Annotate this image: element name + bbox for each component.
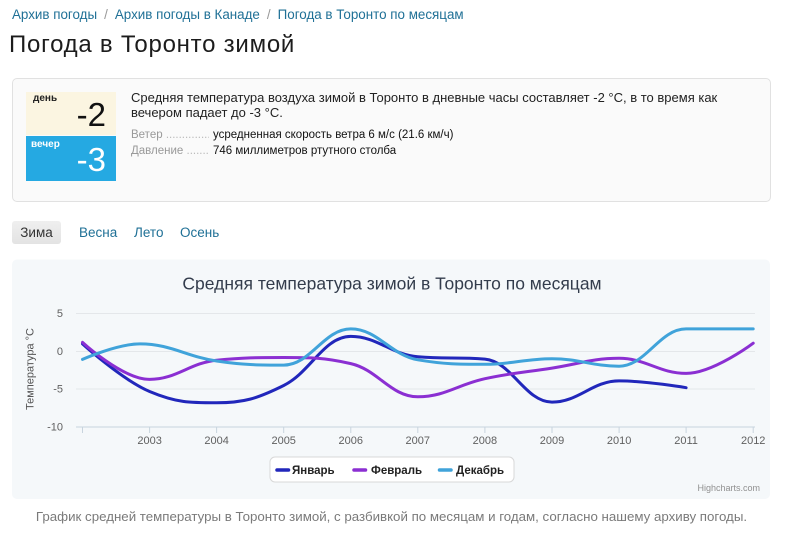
svg-text:0: 0: [57, 346, 63, 358]
svg-text:2012: 2012: [741, 435, 765, 447]
svg-text:2005: 2005: [271, 435, 295, 447]
svg-text:Декабрь: Декабрь: [456, 465, 504, 477]
svg-text:2010: 2010: [607, 435, 631, 447]
svg-text:Февраль: Февраль: [371, 465, 422, 477]
svg-text:5: 5: [57, 308, 63, 320]
svg-text:2006: 2006: [339, 435, 363, 447]
svg-text:-10: -10: [47, 422, 63, 434]
svg-text:Средняя температура зимой в То: Средняя температура зимой в Торонто по м…: [182, 274, 601, 294]
svg-text:2004: 2004: [204, 435, 228, 447]
svg-text:2009: 2009: [540, 435, 564, 447]
svg-text:2011: 2011: [674, 435, 698, 447]
svg-text:-5: -5: [53, 384, 63, 396]
svg-text:Январь: Январь: [292, 465, 335, 477]
svg-text:2003: 2003: [137, 435, 161, 447]
svg-text:2007: 2007: [406, 435, 430, 447]
svg-text:Температура °C: Температура °C: [25, 328, 37, 410]
svg-text:2008: 2008: [473, 435, 497, 447]
svg-text:Highcharts.com: Highcharts.com: [697, 483, 760, 493]
